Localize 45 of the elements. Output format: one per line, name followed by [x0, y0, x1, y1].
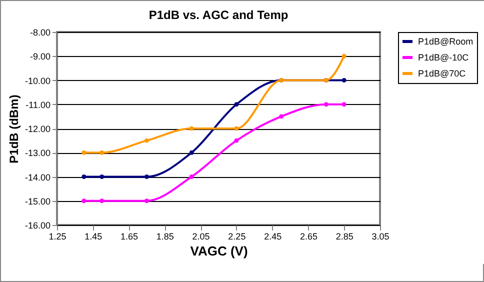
y-tick-label: -14.00: [24, 172, 50, 182]
x-tick-label: 3.05: [372, 232, 390, 242]
x-tick-label: 2.85: [336, 232, 354, 242]
point: [100, 174, 104, 179]
x-tick-label: 2.65: [300, 232, 318, 242]
x-tick-label: 1.85: [156, 232, 174, 242]
legend-label: P1dB@70C: [418, 68, 466, 78]
point: [234, 138, 239, 143]
point: [100, 150, 104, 155]
y-tick-label: -13.00: [24, 148, 50, 158]
point: [189, 150, 194, 155]
y-tick-label: -10.00: [24, 76, 50, 86]
x-tick-label: 2.05: [192, 232, 210, 242]
legend-label: P1dB@-10C: [418, 52, 470, 62]
x-tick-label: 2.25: [228, 232, 246, 242]
point: [144, 198, 149, 204]
point: [342, 102, 346, 107]
y-tick-label: -16.00: [24, 220, 50, 230]
y-tick-label: -11.00: [26, 100, 50, 110]
x-tick-label: 1.65: [120, 232, 138, 242]
legend-label: P1dB@Room: [418, 36, 474, 46]
point: [82, 150, 86, 155]
y-tick-label: -12.00: [24, 124, 50, 134]
point: [234, 102, 239, 107]
point: [100, 198, 104, 204]
point: [234, 126, 239, 131]
point: [279, 114, 284, 119]
y-axis-title: P1dB (dBm): [6, 94, 21, 164]
chart-title: P1dB vs. AGC and Temp: [148, 8, 288, 22]
y-tick-label: -8.00: [30, 28, 50, 38]
y-tick-label: -15.00: [24, 196, 50, 206]
point: [342, 78, 346, 82]
point: [189, 174, 194, 179]
point: [342, 54, 346, 58]
point: [189, 126, 194, 131]
point: [82, 198, 86, 204]
x-tick-label: 1.25: [48, 232, 66, 242]
point: [144, 138, 149, 143]
y-tick-label: -9.00: [30, 52, 50, 62]
point: [82, 174, 86, 179]
x-tick-label: 2.45: [264, 232, 282, 242]
x-axis-title: VAGC (V): [190, 244, 248, 258]
point: [324, 102, 328, 107]
point: [144, 174, 149, 179]
x-tick-label: 1.45: [84, 232, 102, 242]
